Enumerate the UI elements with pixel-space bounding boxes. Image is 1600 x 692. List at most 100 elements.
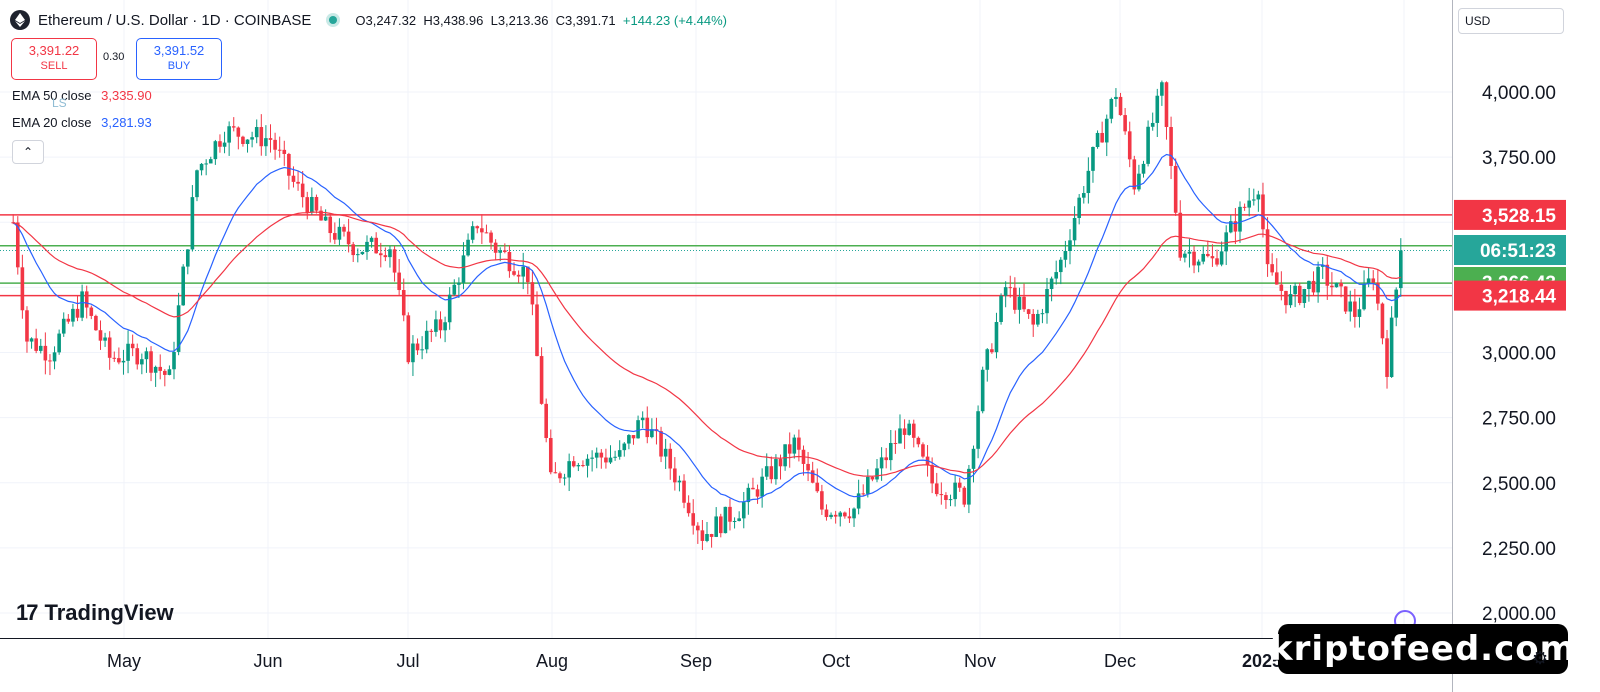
candle[interactable] [355, 248, 360, 263]
candle[interactable] [1215, 249, 1219, 267]
candle[interactable] [1150, 112, 1155, 131]
candle[interactable] [1100, 121, 1104, 143]
candle[interactable] [176, 292, 181, 356]
candle[interactable] [1013, 277, 1017, 314]
candle[interactable] [57, 329, 61, 355]
candle[interactable] [1320, 257, 1325, 279]
candle[interactable] [631, 435, 636, 445]
candle[interactable] [1380, 302, 1385, 345]
gear-icon[interactable]: ⚙ [1532, 648, 1549, 668]
candle[interactable] [705, 521, 709, 543]
candle[interactable] [195, 169, 199, 202]
candle[interactable] [470, 221, 475, 244]
candle[interactable] [833, 510, 838, 524]
candle[interactable] [140, 353, 144, 375]
candle[interactable] [990, 343, 994, 354]
candle[interactable] [48, 354, 52, 376]
candle[interactable] [608, 445, 613, 464]
candle[interactable] [34, 328, 38, 354]
candle[interactable] [636, 415, 640, 439]
candle[interactable] [1155, 88, 1160, 137]
candle[interactable] [1164, 81, 1169, 140]
candle[interactable] [346, 218, 351, 253]
candle[interactable] [84, 285, 89, 319]
price-level-badge[interactable]: 3,218.44 [1454, 280, 1566, 311]
candle[interactable] [801, 445, 806, 476]
candle[interactable] [29, 337, 34, 349]
candle[interactable] [121, 349, 126, 375]
candle[interactable] [792, 434, 797, 459]
candle[interactable] [1201, 246, 1206, 265]
candle[interactable] [438, 311, 443, 339]
candle[interactable] [526, 266, 530, 295]
candle[interactable] [760, 468, 764, 508]
candle[interactable] [921, 442, 925, 459]
candle[interactable] [1008, 275, 1013, 298]
candle[interactable] [181, 264, 185, 306]
candle[interactable] [976, 405, 980, 459]
candle[interactable] [548, 429, 553, 475]
candle[interactable] [38, 338, 43, 354]
candle[interactable] [663, 438, 668, 469]
candle[interactable] [268, 124, 273, 153]
candle[interactable] [856, 479, 861, 515]
candle[interactable] [645, 406, 650, 444]
candle[interactable] [911, 419, 916, 448]
candle[interactable] [135, 343, 140, 370]
candle[interactable] [71, 303, 75, 327]
candle[interactable] [231, 117, 236, 132]
candle[interactable] [1141, 160, 1146, 178]
candle[interactable] [475, 225, 480, 234]
candle[interactable] [1362, 270, 1366, 311]
candle[interactable] [167, 365, 172, 376]
candle[interactable] [420, 336, 424, 360]
candle[interactable] [1389, 306, 1394, 378]
candle[interactable] [994, 312, 999, 359]
candle[interactable] [677, 475, 682, 492]
candle[interactable] [1086, 157, 1091, 204]
candle[interactable] [888, 429, 893, 471]
candle[interactable] [273, 132, 277, 160]
candle[interactable] [553, 462, 558, 474]
candle[interactable] [112, 351, 117, 362]
candle[interactable] [1026, 308, 1031, 319]
candle[interactable] [1256, 190, 1261, 212]
candle[interactable] [585, 454, 590, 478]
candle[interactable] [944, 492, 948, 509]
candle[interactable] [1206, 240, 1210, 258]
candle[interactable] [1233, 207, 1238, 245]
candle[interactable] [806, 451, 810, 482]
candle[interactable] [957, 477, 962, 492]
candle[interactable] [213, 139, 218, 165]
candle[interactable] [516, 270, 521, 283]
candle[interactable] [829, 512, 833, 520]
candle[interactable] [714, 507, 718, 538]
candle[interactable] [1265, 217, 1270, 277]
candle[interactable] [902, 419, 907, 449]
candle[interactable] [397, 258, 401, 296]
candle[interactable] [810, 461, 815, 484]
candle[interactable] [1169, 116, 1173, 180]
candle[interactable] [388, 246, 392, 268]
candle[interactable] [700, 519, 705, 551]
candle[interactable] [627, 434, 631, 450]
candle[interactable] [907, 419, 911, 436]
candle[interactable] [1371, 270, 1376, 291]
candle[interactable] [98, 320, 103, 350]
candle[interactable] [530, 269, 535, 316]
candle[interactable] [392, 246, 397, 282]
candle[interactable] [264, 125, 268, 156]
candle[interactable] [962, 486, 967, 508]
candle[interactable] [1251, 188, 1256, 206]
candle[interactable] [718, 513, 723, 538]
candle[interactable] [61, 312, 66, 337]
candle[interactable] [406, 312, 411, 365]
candle[interactable] [1049, 276, 1054, 302]
candle[interactable] [1040, 308, 1045, 324]
candle[interactable] [126, 330, 130, 374]
candle[interactable] [544, 398, 548, 443]
candle[interactable] [1017, 287, 1022, 324]
candle[interactable] [461, 242, 466, 290]
candle[interactable] [457, 277, 461, 299]
